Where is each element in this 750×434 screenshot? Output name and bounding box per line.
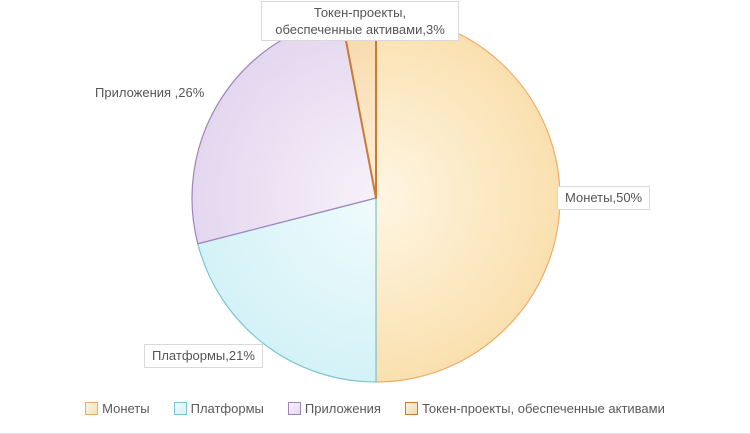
legend-swatch-platforms [173, 402, 187, 415]
data-label-token-line2: обеспеченные активами,3% [275, 22, 445, 37]
legend-swatch-coins [85, 402, 99, 415]
legend-item-apps: Приложения [287, 401, 381, 416]
pie-slice-platforms [197, 197, 377, 383]
legend-label-coins: Монеты [102, 401, 150, 416]
legend-label-token-projects: Токен-проекты, обеспеченные активами [421, 401, 665, 416]
legend-swatch-token-projects [404, 402, 418, 415]
legend-item-platforms: Платформы [173, 401, 264, 416]
data-label-token-line1: Токен-проекты, [313, 5, 407, 20]
legend-swatch-apps [287, 402, 301, 415]
chart-legend: Монеты Платформы Приложения Токен-проект… [0, 401, 750, 416]
data-label-token-projects: Токен-проекты, обеспеченные активами,3% [261, 1, 459, 41]
legend-item-coins: Монеты [85, 401, 150, 416]
data-label-platforms: Платформы,21% [144, 344, 263, 368]
pie-slice-coins [375, 13, 561, 383]
legend-item-token-projects: Токен-проекты, обеспеченные активами [404, 401, 665, 416]
legend-label-apps: Приложения [304, 401, 381, 416]
legend-label-platforms: Платформы [190, 401, 264, 416]
data-label-apps: Приложения ,26% [95, 85, 205, 100]
data-label-coins: Монеты,50% [557, 186, 651, 210]
